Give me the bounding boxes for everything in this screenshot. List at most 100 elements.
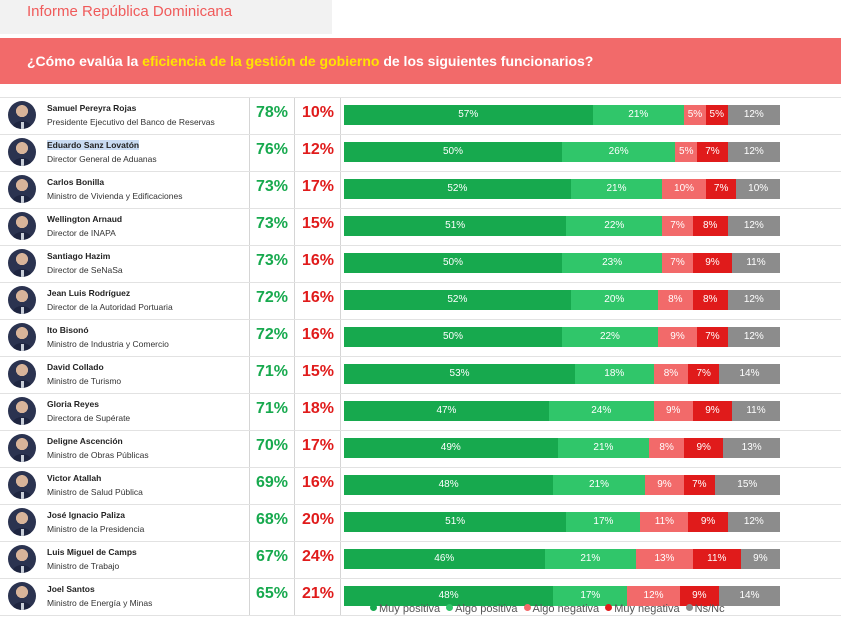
column-divider	[294, 542, 295, 578]
bar-segment-algo-positiva: 21%	[553, 475, 645, 495]
official-name: David Collado	[47, 362, 104, 372]
column-divider	[249, 135, 250, 171]
column-divider	[249, 172, 250, 208]
official-name: Deligne Ascención	[47, 436, 123, 446]
avatar-tie-shape	[21, 122, 24, 129]
avatar-tie-shape	[21, 603, 24, 610]
bar-segment-algo-negativa: 12%	[627, 586, 680, 606]
column-divider	[294, 246, 295, 282]
avatar-tie-shape	[21, 307, 24, 314]
bar-segment-muy-negativa: 9%	[692, 253, 733, 273]
positive-total: 72%	[255, 326, 289, 343]
official-role: Presidente Ejecutivo del Banco de Reserv…	[47, 117, 215, 127]
official-row: Victor Atallah Ministro de Salud Pública 6…	[0, 468, 841, 505]
avatar	[8, 249, 36, 277]
bar-segment-algo-negativa: 13%	[636, 549, 693, 569]
column-divider	[249, 283, 250, 319]
bar-segment-muy-positiva: 48%	[344, 586, 554, 606]
report-title: Informe República Dominicana	[0, 0, 332, 34]
bar-segment-muy-negativa: 8%	[692, 290, 728, 310]
column-divider	[340, 579, 341, 615]
bar-segment-algo-negativa: 9%	[657, 327, 698, 347]
chart-legend: Muy positiva Algo positiva Algo negativa Mu…	[370, 603, 731, 615]
bar-segment-muy-negativa: 11%	[692, 549, 741, 569]
bar-segment-algo-negativa: 9%	[644, 475, 685, 495]
column-divider	[249, 98, 250, 134]
avatar	[8, 471, 36, 499]
positive-total: 73%	[255, 252, 289, 269]
bar-segment-ns-nc: 15%	[714, 475, 780, 495]
negative-total: 21%	[301, 585, 335, 602]
avatar-tie-shape	[21, 566, 24, 573]
bar-segment-muy-positiva: 50%	[344, 142, 562, 162]
official-role: Ministro de Salud Pública	[47, 487, 143, 497]
negative-total: 17%	[301, 178, 335, 195]
avatar-tie-shape	[21, 196, 24, 203]
stacked-bar: 50% 26% 5% 7% 12%	[344, 142, 780, 162]
official-name: Gloria Reyes	[47, 399, 99, 409]
official-row: Ito Bisonó Ministro de Industria y Comerc…	[0, 320, 841, 357]
negative-total: 24%	[301, 548, 335, 565]
avatar	[8, 212, 36, 240]
official-name: Eduardo Sanz Lovatón	[47, 140, 140, 150]
bar-segment-muy-positiva: 51%	[344, 216, 567, 236]
negative-total: 16%	[301, 289, 335, 306]
column-divider	[294, 283, 295, 319]
legend-item: Muy positiva	[370, 603, 440, 615]
positive-total: 73%	[255, 215, 289, 232]
bar-segment-algo-negativa: 5%	[675, 142, 698, 162]
official-role: Director General de Aduanas	[47, 154, 157, 164]
bar-segment-ns-nc: 11%	[732, 253, 780, 273]
bar-segment-muy-negativa: 9%	[684, 438, 724, 458]
avatar	[8, 434, 36, 462]
official-row: Carlos Bonilla Ministro de Vivienda y Edi…	[0, 172, 841, 209]
column-divider	[249, 357, 250, 393]
bar-segment-ns-nc: 13%	[723, 438, 780, 458]
official-row: Santiago Hazim Director de SeNaSa 73% 16% 50…	[0, 246, 841, 283]
bar-segment-algo-negativa: 11%	[640, 512, 689, 532]
official-row: Luis Miguel de Camps Ministro de Trabajo 6…	[0, 542, 841, 579]
positive-total: 65%	[255, 585, 289, 602]
official-name: Luis Miguel de Camps	[47, 547, 137, 557]
bar-segment-ns-nc: 12%	[727, 105, 780, 125]
avatar	[8, 397, 36, 425]
column-divider	[249, 246, 250, 282]
positive-total: 73%	[255, 178, 289, 195]
official-row: Gloria Reyes Directora de Supérate 71% 18% 4…	[0, 394, 841, 431]
stacked-bar: 51% 22% 7% 8% 12%	[344, 216, 780, 236]
bar-segment-ns-nc: 14%	[718, 364, 780, 384]
negative-total: 16%	[301, 326, 335, 343]
bar-segment-muy-positiva: 51%	[344, 512, 567, 532]
avatar-tie-shape	[21, 270, 24, 277]
avatar-tie-shape	[21, 159, 24, 166]
avatar	[8, 175, 36, 203]
negative-total: 15%	[301, 215, 335, 232]
stacked-bar: 52% 21% 10% 7% 10%	[344, 179, 780, 199]
avatar	[8, 582, 36, 610]
column-divider	[340, 357, 341, 393]
column-divider	[340, 98, 341, 134]
bar-segment-algo-positiva: 23%	[562, 253, 663, 273]
stacked-bar: 49% 21% 8% 9% 13%	[344, 438, 780, 458]
positive-total: 76%	[255, 141, 289, 158]
avatar-tie-shape	[21, 233, 24, 240]
bar-segment-muy-positiva: 52%	[344, 179, 571, 199]
legend-label: Algo positiva	[455, 603, 518, 615]
avatar	[8, 323, 36, 351]
official-rows: Samuel Pereyra Rojas Presidente Ejecutivo…	[0, 97, 841, 616]
bar-segment-algo-positiva: 21%	[544, 549, 637, 569]
bar-segment-algo-positiva: 17%	[566, 512, 641, 532]
bar-segment-algo-positiva: 26%	[562, 142, 676, 162]
official-role: Directora de Supérate	[47, 413, 131, 423]
column-divider	[340, 135, 341, 171]
stacked-bar: 46% 21% 13% 11% 9%	[344, 549, 780, 569]
positive-total: 69%	[255, 474, 289, 491]
official-role: Ministro de Obras Públicas	[47, 450, 149, 460]
question-highlight: eficiencia de la gestión de gobierno	[142, 53, 380, 69]
bar-segment-muy-positiva: 46%	[344, 549, 545, 569]
legend-label: Muy negativa	[614, 603, 680, 615]
legend-marker	[370, 604, 377, 611]
legend-marker	[523, 604, 531, 611]
official-row: David Collado Ministro de Turismo 71% 15% 53…	[0, 357, 841, 394]
bar-segment-algo-negativa: 5%	[684, 105, 706, 125]
